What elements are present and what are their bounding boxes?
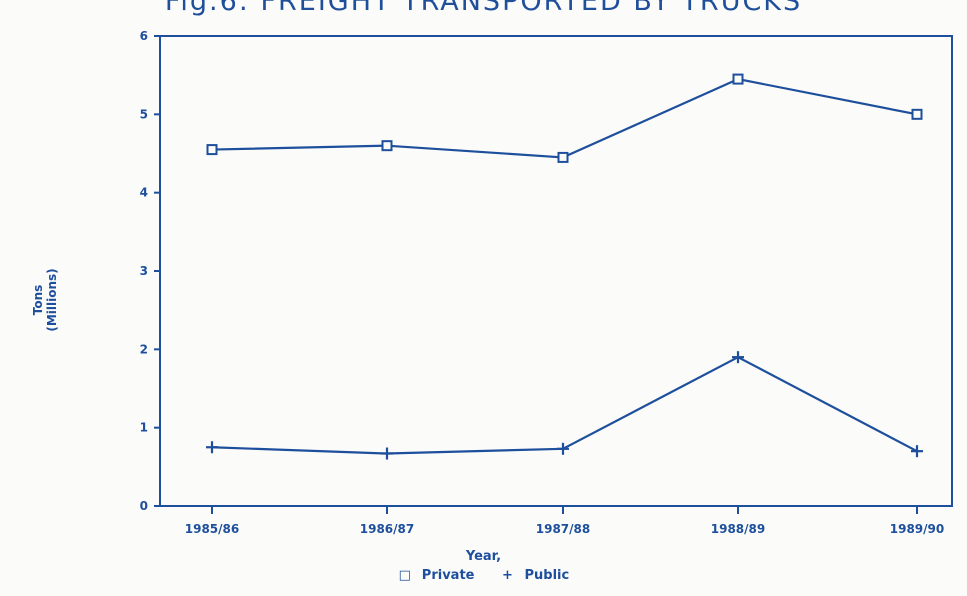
data-point-public — [557, 442, 569, 455]
data-point-public — [911, 445, 923, 458]
x-axis-label: Year, — [465, 549, 502, 564]
legend: □ Private + Public — [0, 568, 967, 583]
y-tick-label: 1 — [140, 421, 148, 435]
square-marker-icon: □ — [398, 568, 411, 583]
x-tick-label: 1987/88 — [536, 522, 590, 536]
series-line-public — [211, 356, 918, 455]
y-tick-label: 5 — [140, 107, 148, 121]
data-point-private — [732, 73, 744, 85]
series-line-private — [211, 77, 918, 159]
x-tick-label: 1986/87 — [360, 522, 414, 536]
y-tick-label: 2 — [140, 342, 148, 356]
x-tick-label: 1985/86 — [185, 522, 239, 536]
y-tick-label: 4 — [140, 186, 148, 200]
y-tick-label: 0 — [140, 499, 148, 513]
y-tick-label: 6 — [140, 29, 148, 43]
y-tick-label: 3 — [140, 264, 148, 278]
data-point-private — [381, 140, 393, 152]
data-point-private — [206, 144, 218, 156]
data-point-public — [381, 447, 393, 460]
chart-title: Fig.6: FREIGHT TRANSPORTED BY TRUCKS — [164, 0, 803, 17]
data-point-public — [732, 351, 744, 364]
data-point-public — [206, 441, 218, 454]
x-tick-label: 1988/89 — [711, 522, 765, 536]
legend-item-public: + Public — [500, 568, 569, 583]
plus-marker-icon: + — [502, 568, 513, 583]
x-tick-label: 1989/90 — [890, 522, 944, 536]
legend-item-private: □ Private — [398, 568, 475, 583]
plot-frame — [159, 35, 953, 507]
data-point-private — [911, 108, 923, 120]
legend-label-public: Public — [524, 568, 570, 583]
data-point-private — [557, 151, 569, 163]
legend-label-private: Private — [421, 568, 475, 583]
